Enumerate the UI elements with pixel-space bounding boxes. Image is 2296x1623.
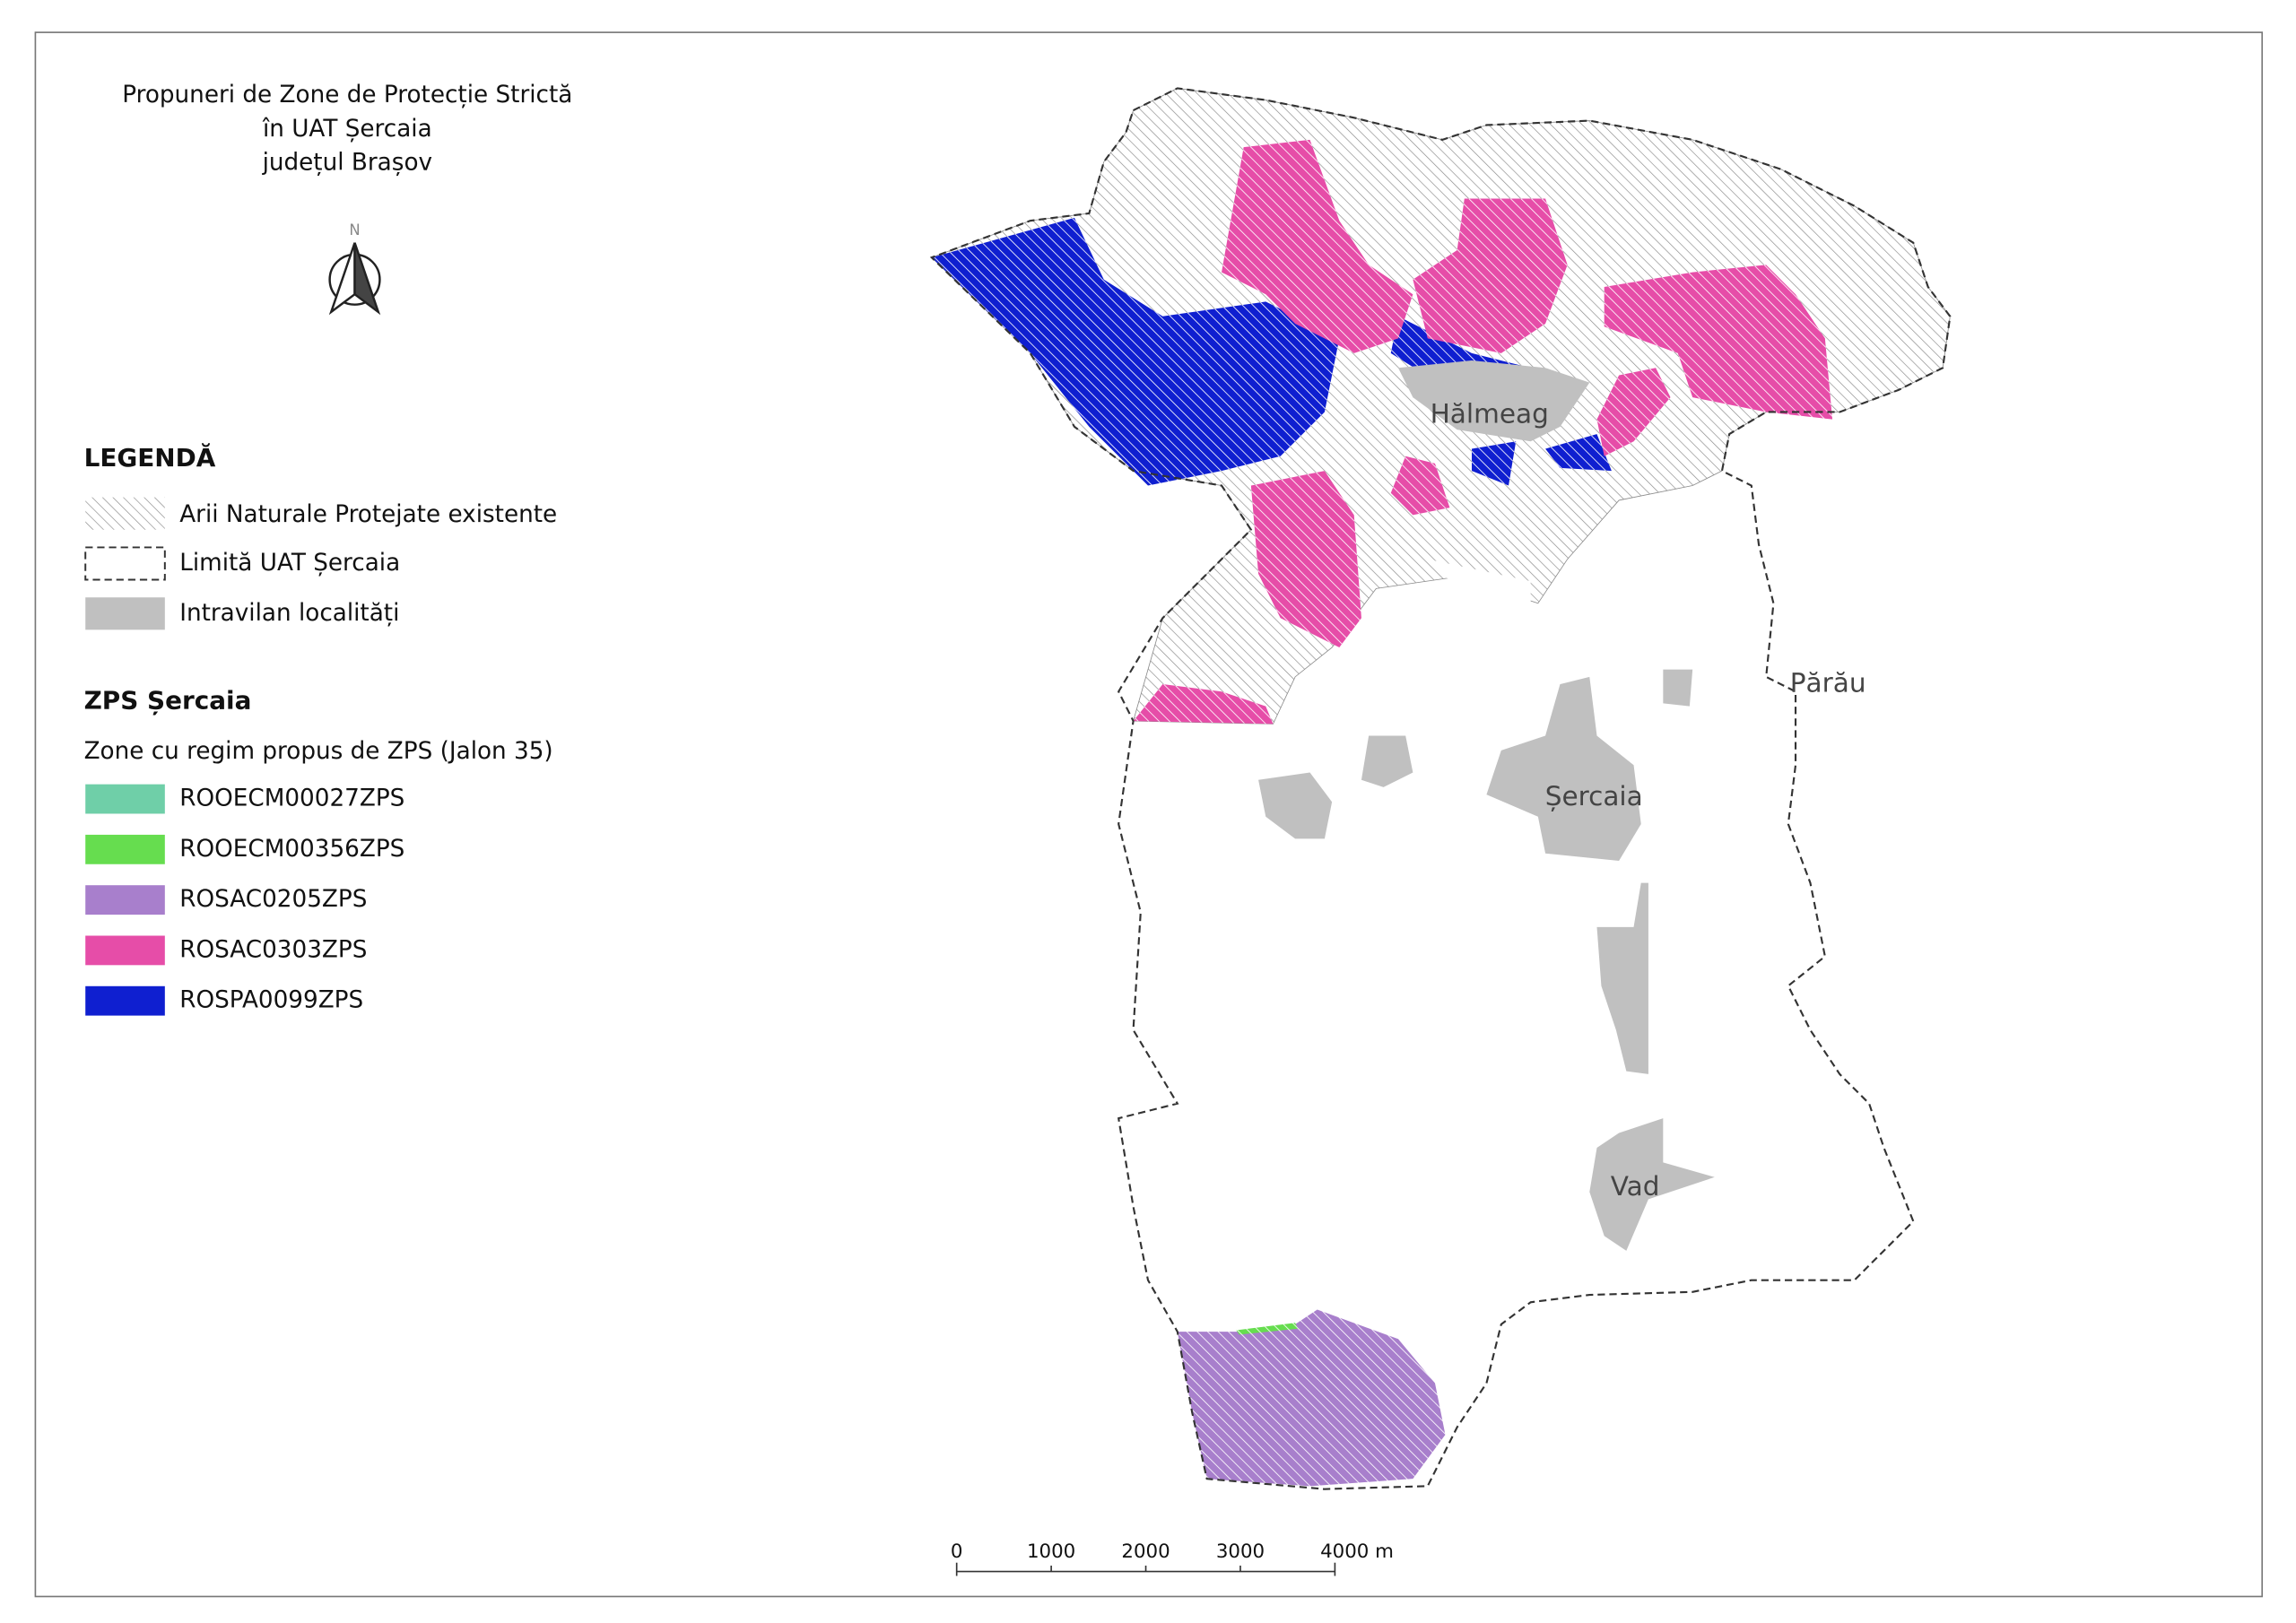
- legend-label: ROSPA0099ZPS: [179, 987, 363, 1014]
- built-up: [1486, 676, 1641, 861]
- built-up: [1589, 1118, 1715, 1251]
- north-arrow: [328, 242, 381, 316]
- legend-label: Arii Naturale Protejate existente: [179, 501, 557, 528]
- legend-swatch: [84, 546, 166, 581]
- legend-label: ROSAC0303ZPS: [179, 936, 367, 963]
- legend-swatch: [85, 597, 165, 630]
- scale-labels: 0 1000 2000 3000 4000 m: [951, 1541, 1394, 1572]
- place-label: Vad: [1611, 1171, 1660, 1202]
- legend-label: ROOECM00356ZPS: [179, 836, 404, 863]
- scale-label: 0: [951, 1541, 963, 1563]
- title-line: județul Brașov: [262, 150, 432, 177]
- zps-legend-subtitle: Zone cu regim propus de ZPS (Jalon 35): [84, 738, 553, 765]
- legend-title: LEGENDĂ: [84, 442, 216, 473]
- built-up: [1397, 360, 1590, 442]
- zone-rosac0303: [1250, 456, 1450, 648]
- zps-legend-title: ZPS Șercaia: [84, 686, 252, 716]
- scale-label: 3000: [1216, 1541, 1265, 1563]
- zone-rosac0303: [1133, 684, 1274, 725]
- built-up-areas: [1258, 360, 1715, 1251]
- legend-label: ROSAC0205ZPS: [179, 886, 367, 913]
- place-label: Părău: [1790, 668, 1866, 699]
- legend-label: Intravilan localități: [179, 600, 399, 627]
- place-label: Șercaia: [1545, 781, 1643, 812]
- uat-boundary: [929, 87, 1952, 1490]
- legend-swatch: [85, 834, 165, 864]
- legend-label: ROOECM00027ZPS: [179, 785, 404, 812]
- zone-rosac0303: [1222, 139, 1413, 353]
- place-label: Hălmeag: [1431, 398, 1549, 429]
- scale-label: 4000 m: [1320, 1541, 1394, 1563]
- built-up: [1258, 772, 1333, 839]
- legend-swatch: [85, 784, 165, 814]
- title-line: în UAT Șercaia: [262, 116, 432, 143]
- legend-swatch: [85, 985, 165, 1016]
- legend-label: Limită UAT Șercaia: [179, 550, 400, 577]
- zone-rosac0303: [1604, 265, 1833, 420]
- built-up: [1663, 669, 1693, 707]
- zone-rooecm00356: [1236, 1323, 1299, 1335]
- zone-rospa0099: [1390, 316, 1612, 486]
- title-line: Propuneri de Zone de Protecție Strictă: [122, 82, 572, 108]
- frame: [34, 31, 2264, 1598]
- gap: [1427, 559, 1531, 603]
- legend-swatch: [85, 497, 165, 530]
- zone-rosac0303: [1596, 368, 1671, 456]
- legend-swatch: [85, 885, 165, 916]
- scale-label: 2000: [1121, 1541, 1170, 1563]
- zone-rosac0303: [1413, 198, 1568, 353]
- zps-legend-items: ROOECM00027ZPS ROOECM00356ZPS ROSAC0205ZPS…: [85, 784, 404, 1016]
- built-up: [1361, 735, 1413, 787]
- north-label: N: [349, 221, 360, 239]
- scale-label: 1000: [1027, 1541, 1075, 1563]
- zone-rospa0099: [931, 217, 1340, 486]
- built-up: [1596, 882, 1648, 1074]
- zone-rosac0205: [1177, 1309, 1446, 1487]
- legend-swatch: [85, 935, 165, 966]
